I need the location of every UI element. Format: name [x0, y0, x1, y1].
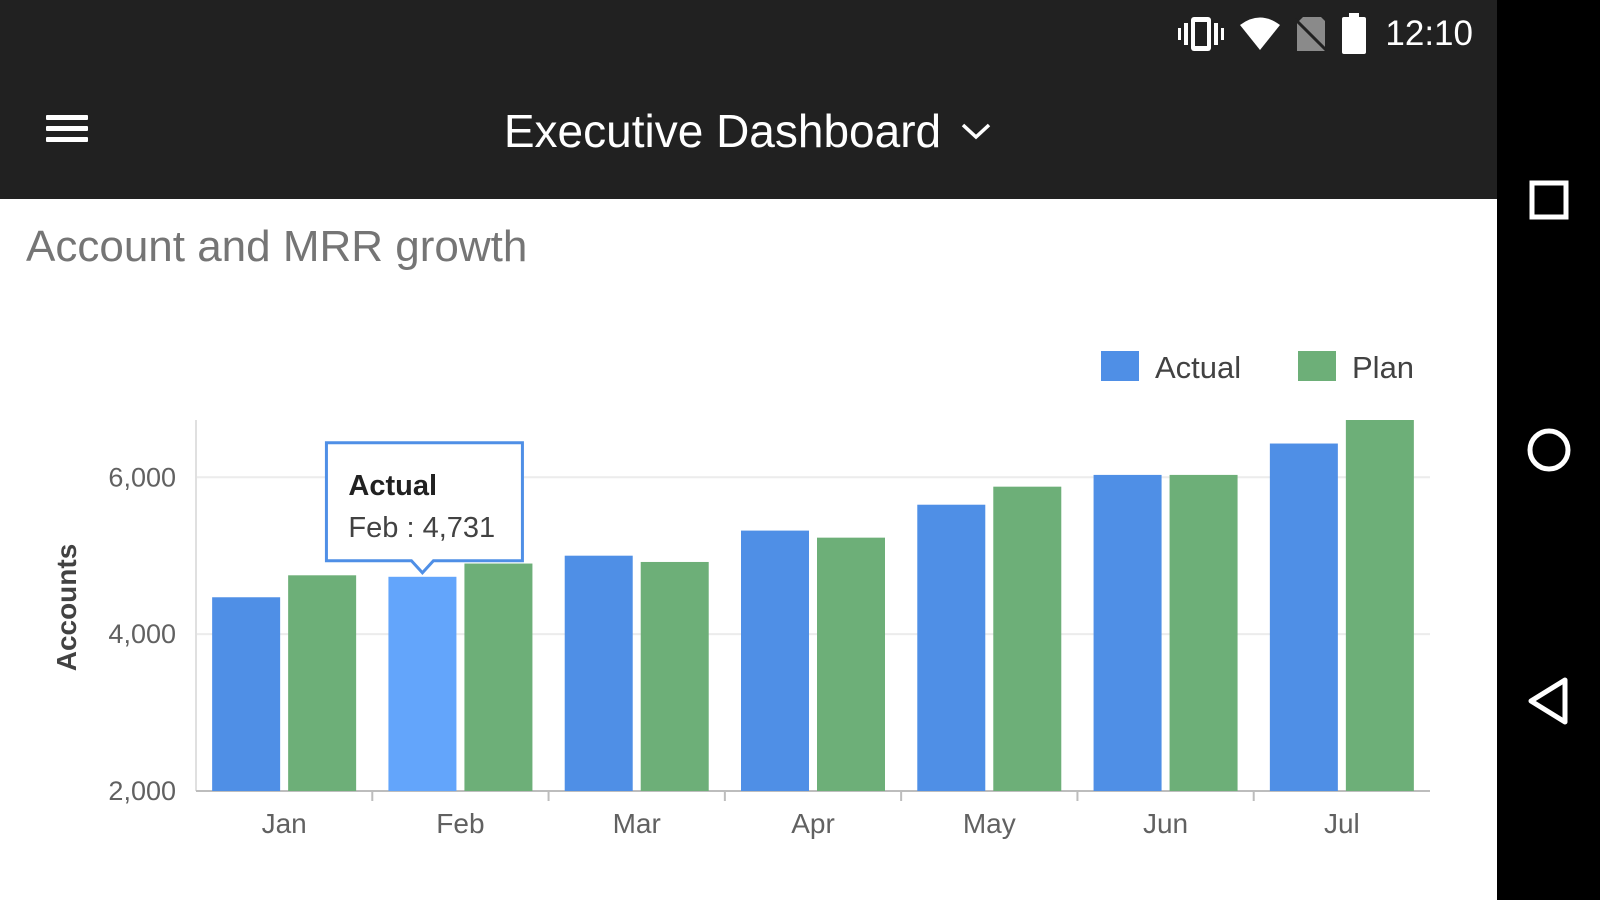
chart-bars	[212, 420, 1414, 791]
bar-actual-jul[interactable]	[1269, 443, 1338, 791]
y-tick-label: 2,000	[108, 776, 176, 806]
bar-plan-feb[interactable]	[464, 563, 533, 791]
bar-actual-mar[interactable]	[564, 555, 633, 791]
x-tick-label: Jan	[262, 808, 307, 839]
bar-actual-jan[interactable]	[212, 597, 281, 791]
bar-plan-jul[interactable]	[1345, 420, 1414, 791]
bar-plan-may[interactable]	[993, 486, 1062, 791]
legend-swatch	[1101, 351, 1139, 381]
home-circle-icon[interactable]	[1517, 418, 1581, 482]
bar-plan-jun[interactable]	[1169, 474, 1238, 791]
x-tick-label: Apr	[791, 808, 835, 839]
tooltip-box	[324, 441, 524, 576]
vibrate-icon	[1177, 15, 1225, 53]
legend-label: Plan	[1352, 350, 1414, 385]
hamburger-menu-icon[interactable]	[40, 110, 94, 156]
chart-tooltip: Actual Feb : 4,731	[324, 441, 524, 576]
x-tick-label: Jun	[1143, 808, 1188, 839]
no-sim-icon	[1295, 15, 1328, 53]
y-tick-label: 6,000	[108, 462, 176, 492]
chart-labels: 2,000 4,000 6,000 Accounts Jan Feb Mar Apr May Ju…	[51, 462, 1360, 839]
x-tick-label: May	[963, 808, 1016, 839]
back-triangle-icon[interactable]	[1517, 669, 1581, 733]
bar-plan-mar[interactable]	[640, 561, 709, 791]
bar-plan-apr[interactable]	[817, 537, 885, 791]
tooltip-series-label: Actual	[348, 470, 437, 502]
app-title: Executive Dashboard	[503, 105, 942, 157]
status-clock: 12:10	[1385, 14, 1473, 53]
bar-actual-feb[interactable]	[388, 576, 457, 791]
bar-chart: 2,000 4,000 6,000 Accounts Jan Feb Mar Apr May Ju…	[51, 350, 1430, 839]
android-nav-bar	[1497, 0, 1600, 900]
legend-swatch	[1298, 351, 1336, 381]
bar-actual-apr[interactable]	[741, 530, 809, 791]
bar-actual-may[interactable]	[917, 504, 986, 791]
wifi-icon	[1239, 16, 1281, 52]
y-axis-title: Accounts	[51, 544, 82, 672]
status-bar: 12:10	[0, 0, 1497, 68]
y-tick-label: 4,000	[108, 619, 176, 649]
x-tick-label: Jul	[1324, 808, 1360, 839]
bar-plan-jan[interactable]	[288, 575, 357, 791]
app-bar: Executive Dashboard	[0, 68, 1497, 199]
status-icons: 12:10	[1177, 12, 1473, 56]
x-tick-label: Feb	[436, 808, 484, 839]
tooltip-value-label: Feb : 4,731	[348, 512, 495, 544]
recents-square-icon[interactable]	[1517, 168, 1581, 232]
legend-label: Actual	[1155, 350, 1241, 385]
x-tick-label: Mar	[613, 808, 661, 839]
chart-legend: Plan Actual	[1101, 350, 1414, 385]
battery-icon	[1341, 13, 1367, 55]
chevron-down-icon	[959, 120, 993, 147]
bar-actual-jun[interactable]	[1093, 474, 1162, 791]
chart-card-title: Account and MRR growth	[26, 222, 528, 271]
dashboard-selector[interactable]: Executive Dashboard	[0, 104, 1497, 158]
app-screen: 12:10 Executive Dashboard Account and MR…	[0, 0, 1497, 900]
